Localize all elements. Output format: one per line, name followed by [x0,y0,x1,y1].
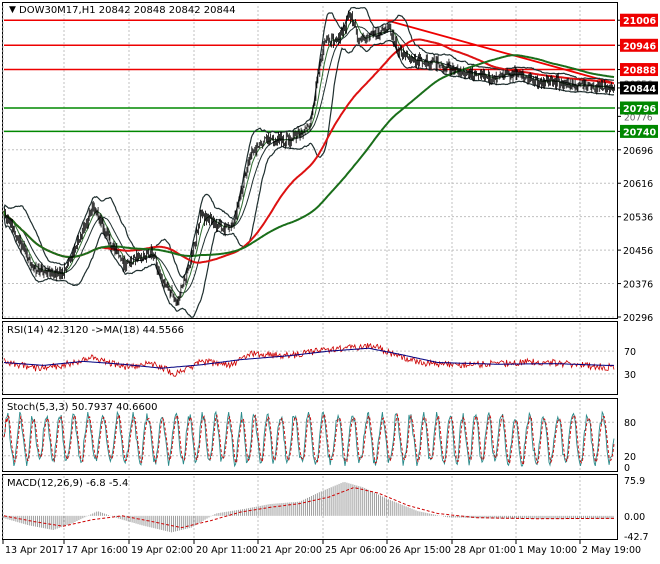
rsi-ma-line [3,347,614,369]
price-tick-20536: 20536 [623,213,653,224]
time-tick-0: 13 Apr 2017 [5,545,64,556]
level-tag-20888 [620,63,658,77]
level-tag-21006 [620,13,658,27]
price-tick-20796: 20796 [623,104,656,115]
time-tick-1: 17 Apr 16:00 [66,545,128,556]
macd-label: MACD(12,26,9) -6.8 -5.4 [7,478,128,489]
time-tick-4: 21 Apr 20:00 [260,545,322,556]
macd-tick-75.9: 75.9 [624,476,645,487]
oscillator-series [3,342,615,533]
macd-tick--42.7: -42.7 [624,532,649,543]
stoch-tick-20: 20 [624,452,636,463]
price-tick-20844: 20844 [623,84,656,95]
price-tick-21006: 21006 [623,16,656,27]
current-price-tag [620,81,658,95]
macd-signal-line [3,486,614,529]
time-tick-9: 2 May 19:00 [582,545,641,556]
price-tick-hidden-1: 20776 [624,113,653,123]
stoch-panel[interactable] [2,398,618,472]
level-tag-20796 [620,101,658,115]
price-tick-20696: 20696 [623,146,653,157]
price-panel[interactable] [2,2,618,319]
bollinger-upper-line [3,6,614,279]
chart-header: DOW30M17,H1 20842 20848 20842 20844 [19,5,236,16]
horizontal-levels [4,19,615,133]
ma-green-line [3,54,615,258]
price-tick-20376: 20376 [623,280,653,291]
time-tick-3: 20 Apr 11:00 [196,545,258,556]
price-tick-20296: 20296 [623,313,653,324]
price-axis: 2085620776210062094620888208442079620740… [617,13,658,543]
time-tick-8: 1 May 10:00 [518,545,577,556]
stoch-tick-0: 0 [624,463,630,474]
trendline[interactable] [386,19,614,84]
price-tick-20456: 20456 [623,246,653,257]
price-tick-20740: 20740 [623,127,656,138]
stoch-signal-line [3,412,615,466]
rsi-tick-70: 70 [624,347,636,358]
price-tick-20888: 20888 [623,66,656,77]
bollinger-lower-line [3,39,615,318]
price-tick-20616: 20616 [623,179,653,190]
stoch-label: Stoch(5,3,3) 50.7937 40.6600 [7,402,158,413]
time-tick-5: 25 Apr 06:00 [325,545,387,556]
rsi-tick-30: 30 [624,370,636,381]
rsi-label: RSI(14) 42.3120 ->MA(18) 44.5566 [7,325,184,336]
price-tick-20946: 20946 [623,41,656,52]
time-axis: 13 Apr 2017 17 Apr 16:00 19 Apr 02:00 20 Ap… [2,540,641,556]
macd-tick-0.00: 0.00 [624,512,645,523]
symbol-menu-icon[interactable]: ▼ [9,5,16,15]
stoch-main-line [3,410,615,468]
rsi-panel[interactable] [2,321,618,395]
time-tick-6: 26 Apr 15:00 [389,545,451,556]
time-tick-7: 28 Apr 01:00 [454,545,516,556]
time-tick-2: 19 Apr 02:00 [131,545,193,556]
stoch-tick-80: 80 [624,418,636,429]
level-tag-20946 [620,38,658,52]
rsi-line [3,342,615,377]
candles [4,10,615,306]
level-tag-20740 [620,124,658,138]
